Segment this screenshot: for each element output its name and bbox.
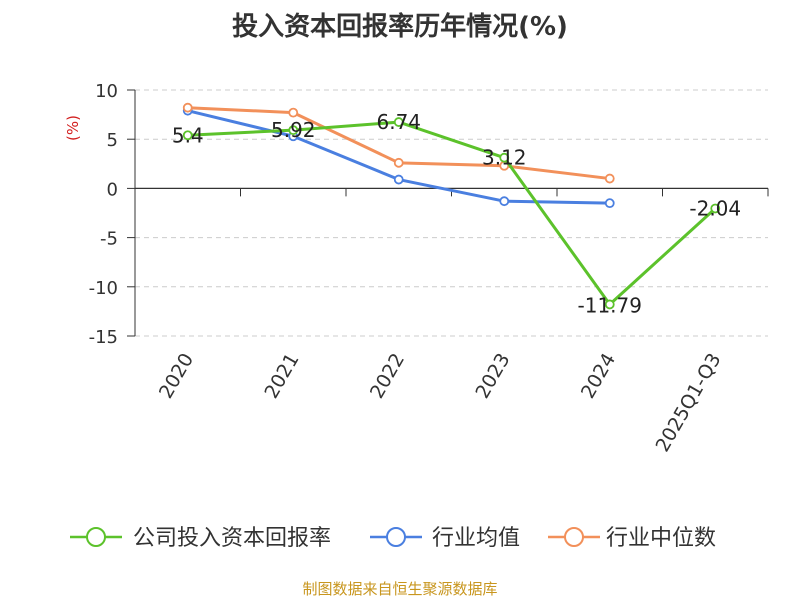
y-tick-label: -15 — [89, 327, 118, 348]
grid-lines — [135, 89, 768, 337]
x-tick-label: 2024 — [577, 350, 620, 403]
data-point — [393, 117, 404, 127]
y-tick-label: 10 — [95, 81, 118, 102]
data-source-note: 制图数据来自恒生聚源数据库 — [302, 580, 498, 598]
y-axis-unit-label: (%) — [64, 115, 82, 141]
data-point — [604, 173, 615, 184]
x-tick-label: 2021 — [260, 350, 303, 403]
data-point — [604, 198, 615, 209]
data-label: 3.12 — [482, 146, 527, 170]
data-point — [182, 102, 193, 113]
chart-title: 投入资本回报率历年情况(%) — [232, 12, 568, 42]
data-point — [393, 174, 404, 185]
data-label: 5.4 — [172, 123, 204, 147]
data-point — [393, 157, 404, 168]
legend-label: 公司投入资本回报率 — [133, 526, 331, 551]
y-tick-label: -10 — [89, 278, 118, 299]
y-tick-label: -5 — [100, 229, 118, 250]
legend-label: 行业均值 — [432, 526, 520, 551]
data-point — [288, 107, 299, 118]
data-point — [182, 130, 193, 141]
legend-marker — [564, 527, 584, 547]
data-label: 5.92 — [271, 118, 316, 142]
data-label: -11.79 — [578, 293, 642, 317]
data-label: -2.04 — [689, 196, 741, 220]
legend-marker — [386, 527, 406, 547]
data-labels: 5.4 5.92 6.74 3.12 -11.79 -2.04 — [172, 110, 741, 317]
x-tick-label: 2022 — [366, 350, 409, 403]
series-lines — [182, 102, 721, 310]
legend-label: 行业中位数 — [606, 526, 716, 551]
series-line — [187, 120, 717, 306]
y-tick-label: 0 — [107, 179, 118, 200]
data-point — [499, 152, 510, 163]
data-point — [710, 203, 721, 214]
data-point — [604, 299, 615, 310]
x-tick-label: 2020 — [155, 350, 198, 403]
axes: -15 -10 -5 0 5 10 (%) 2020 2021 2022 2023 2024 2025Q… — [64, 81, 769, 456]
data-label: 6.74 — [376, 110, 421, 134]
data-point — [499, 196, 510, 207]
data-point — [288, 125, 299, 136]
y-tick-label: 5 — [107, 130, 118, 151]
x-tick-label: 2025Q1-Q3 — [652, 350, 726, 456]
legend[interactable]: 公司投入资本回报率 行业均值 行业中位数 — [70, 526, 716, 551]
legend-marker — [86, 527, 106, 547]
x-tick-label: 2023 — [471, 350, 514, 403]
